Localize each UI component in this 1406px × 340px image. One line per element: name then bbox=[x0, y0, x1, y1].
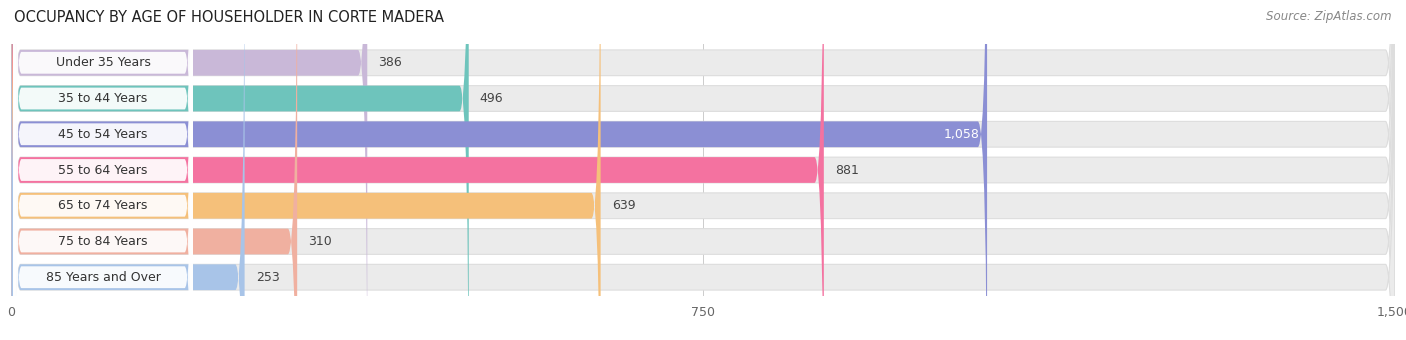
FancyBboxPatch shape bbox=[11, 0, 1395, 340]
FancyBboxPatch shape bbox=[11, 0, 1395, 340]
FancyBboxPatch shape bbox=[13, 0, 193, 340]
Text: 65 to 74 Years: 65 to 74 Years bbox=[58, 199, 148, 212]
FancyBboxPatch shape bbox=[11, 0, 297, 340]
Text: 496: 496 bbox=[479, 92, 503, 105]
FancyBboxPatch shape bbox=[11, 0, 1395, 340]
FancyBboxPatch shape bbox=[13, 0, 193, 340]
FancyBboxPatch shape bbox=[11, 0, 468, 340]
Text: Under 35 Years: Under 35 Years bbox=[56, 56, 150, 69]
FancyBboxPatch shape bbox=[13, 0, 193, 340]
Text: 85 Years and Over: 85 Years and Over bbox=[45, 271, 160, 284]
Text: 639: 639 bbox=[612, 199, 636, 212]
Text: 310: 310 bbox=[308, 235, 332, 248]
Text: 45 to 54 Years: 45 to 54 Years bbox=[58, 128, 148, 141]
Text: OCCUPANCY BY AGE OF HOUSEHOLDER IN CORTE MADERA: OCCUPANCY BY AGE OF HOUSEHOLDER IN CORTE… bbox=[14, 10, 444, 25]
FancyBboxPatch shape bbox=[11, 0, 1395, 340]
Text: 75 to 84 Years: 75 to 84 Years bbox=[58, 235, 148, 248]
Text: 1,058: 1,058 bbox=[943, 128, 980, 141]
FancyBboxPatch shape bbox=[11, 0, 1395, 340]
FancyBboxPatch shape bbox=[13, 0, 193, 340]
FancyBboxPatch shape bbox=[11, 0, 1395, 340]
Text: Source: ZipAtlas.com: Source: ZipAtlas.com bbox=[1267, 10, 1392, 23]
FancyBboxPatch shape bbox=[13, 0, 193, 340]
Text: 55 to 64 Years: 55 to 64 Years bbox=[58, 164, 148, 176]
FancyBboxPatch shape bbox=[11, 0, 367, 340]
FancyBboxPatch shape bbox=[13, 0, 193, 340]
FancyBboxPatch shape bbox=[11, 0, 824, 340]
FancyBboxPatch shape bbox=[11, 0, 987, 340]
Text: 253: 253 bbox=[256, 271, 280, 284]
Text: 386: 386 bbox=[378, 56, 402, 69]
Text: 881: 881 bbox=[835, 164, 859, 176]
FancyBboxPatch shape bbox=[13, 0, 193, 340]
FancyBboxPatch shape bbox=[11, 0, 1395, 340]
FancyBboxPatch shape bbox=[11, 0, 245, 340]
Text: 35 to 44 Years: 35 to 44 Years bbox=[59, 92, 148, 105]
FancyBboxPatch shape bbox=[11, 0, 600, 340]
